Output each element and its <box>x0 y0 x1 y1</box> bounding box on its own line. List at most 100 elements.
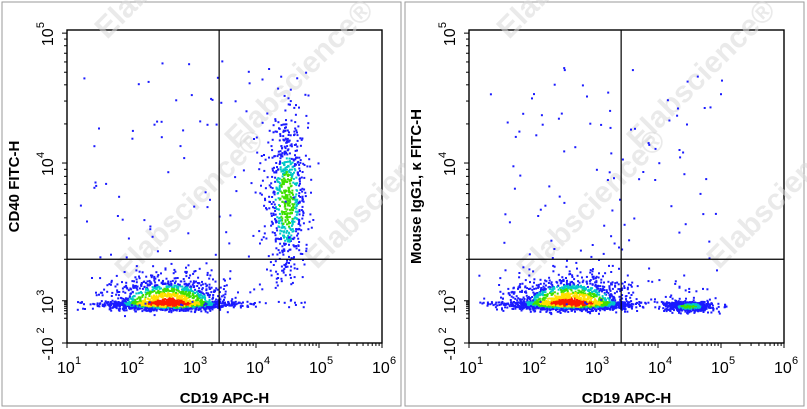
data-point <box>116 289 119 292</box>
data-point <box>278 186 281 189</box>
data-point <box>131 137 134 140</box>
data-point <box>134 310 137 313</box>
data-point <box>208 277 211 280</box>
data-point <box>571 274 574 277</box>
data-point <box>123 286 126 289</box>
data-point <box>528 298 531 301</box>
data-point <box>155 288 158 291</box>
data-point <box>592 277 595 280</box>
data-point <box>208 303 211 306</box>
data-point <box>272 131 275 134</box>
data-point <box>127 237 130 240</box>
data-point <box>307 122 310 125</box>
data-point <box>626 288 629 291</box>
data-point <box>228 242 231 245</box>
data-point <box>196 290 199 293</box>
data-point <box>292 257 295 260</box>
data-point <box>288 240 291 243</box>
data-point <box>206 206 209 209</box>
data-point <box>603 292 606 295</box>
data-point <box>190 310 193 313</box>
data-point <box>581 281 584 284</box>
data-point <box>208 283 211 286</box>
data-point <box>281 183 284 186</box>
data-point <box>301 253 304 255</box>
data-point <box>291 223 294 226</box>
data-point <box>283 171 286 174</box>
data-point <box>105 182 108 185</box>
data-point <box>83 303 85 306</box>
data-point <box>308 158 311 161</box>
data-point <box>553 291 556 294</box>
data-point <box>222 278 225 281</box>
data-point <box>95 294 98 297</box>
data-point <box>160 287 162 290</box>
data-point <box>268 129 271 132</box>
data-point <box>211 297 214 300</box>
data-point <box>210 306 213 308</box>
data-points <box>76 60 320 318</box>
data-point <box>89 303 92 306</box>
data-point <box>224 290 227 293</box>
data-point <box>284 129 287 132</box>
data-point <box>597 285 600 288</box>
data-point <box>149 292 152 295</box>
data-point <box>303 188 306 191</box>
data-point <box>145 275 148 278</box>
data-point <box>501 307 503 310</box>
y-tick-label-group: -102 <box>35 327 57 360</box>
data-point <box>525 294 528 297</box>
data-point <box>140 292 143 295</box>
data-point <box>285 231 288 234</box>
data-point <box>154 296 156 299</box>
data-point <box>506 306 509 309</box>
data-point <box>527 295 530 298</box>
data-point <box>276 166 278 169</box>
data-point <box>169 280 172 283</box>
data-point <box>289 201 292 204</box>
data-point <box>178 283 181 286</box>
data-point <box>499 277 502 280</box>
data-point <box>203 304 206 306</box>
data-point <box>275 237 278 240</box>
data-point <box>575 293 578 296</box>
data-point <box>124 307 127 310</box>
data-point <box>297 125 300 128</box>
data-point <box>290 208 293 211</box>
data-point <box>92 302 95 305</box>
data-point <box>270 182 273 185</box>
data-point <box>161 292 164 295</box>
data-point <box>302 200 305 203</box>
data-point <box>138 296 141 299</box>
data-point <box>99 291 102 294</box>
data-point <box>281 249 284 252</box>
data-point <box>103 302 106 305</box>
data-point <box>305 71 308 74</box>
data-point <box>209 274 212 277</box>
data-point <box>131 129 134 132</box>
data-point <box>121 287 124 290</box>
data-point <box>290 224 293 227</box>
data-point <box>157 298 160 301</box>
data-point <box>183 280 186 283</box>
data-point <box>281 155 284 158</box>
data-point <box>283 301 286 304</box>
data-point <box>274 260 277 263</box>
data-point <box>302 306 305 309</box>
data-point <box>162 302 165 305</box>
data-point <box>152 296 155 299</box>
data-point <box>289 100 292 103</box>
data-point <box>514 307 517 310</box>
data-point <box>199 120 202 123</box>
data-point <box>592 268 594 271</box>
data-point <box>286 208 289 211</box>
data-point <box>285 152 288 154</box>
data-point <box>278 184 281 187</box>
data-point <box>200 291 203 294</box>
y-tick-label-exponent: 4 <box>35 152 47 158</box>
data-point <box>176 288 178 291</box>
data-point <box>298 167 301 170</box>
data-point <box>145 309 148 312</box>
data-point <box>642 306 645 309</box>
data-point <box>544 288 547 291</box>
